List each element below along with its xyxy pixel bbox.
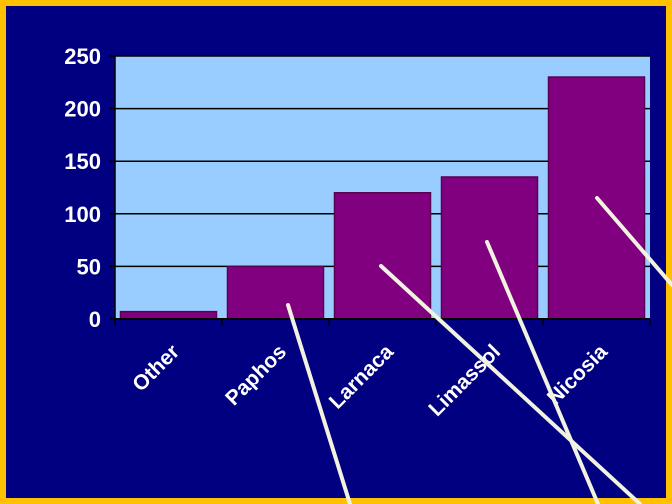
x-tick-label: Limassol <box>424 340 505 421</box>
pointer-line <box>595 196 672 287</box>
y-tick-label: 150 <box>64 149 101 174</box>
y-tick-label: 0 <box>89 307 101 332</box>
pointer-line <box>485 240 600 504</box>
bar-other <box>119 310 218 320</box>
x-tick-label: Other <box>128 340 184 396</box>
y-tick-label: 50 <box>77 254 101 279</box>
x-tick-label: Paphos <box>221 340 291 410</box>
y-tick-label: 100 <box>64 202 101 227</box>
y-tick-label: 250 <box>64 44 101 69</box>
bar-paphos <box>226 265 325 320</box>
pointer-line <box>286 303 352 504</box>
x-tick-label: Larnaca <box>325 340 398 413</box>
pointer-line <box>379 264 642 504</box>
y-tick-label: 200 <box>64 97 101 122</box>
